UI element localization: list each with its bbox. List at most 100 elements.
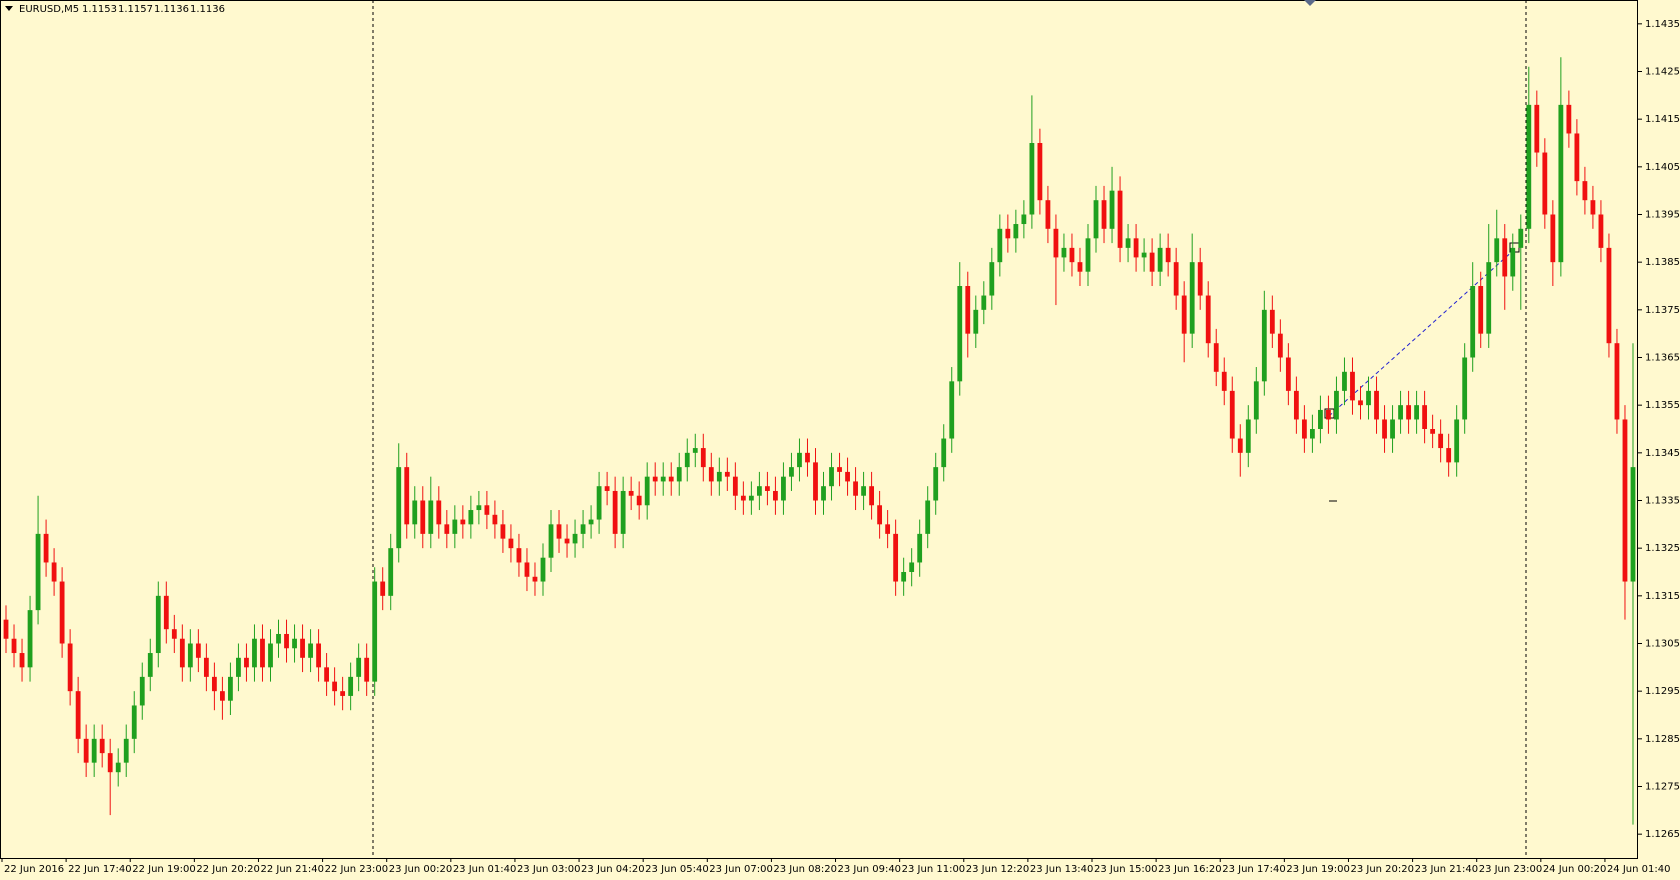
candle-body [925, 500, 931, 534]
candle-body [1221, 371, 1227, 391]
candle-body [1181, 295, 1187, 334]
candle-body [1069, 247, 1075, 263]
y-tick-label: 1.1315 [1645, 591, 1680, 602]
candle-body [3, 619, 9, 639]
candle-body [1293, 390, 1299, 420]
candle-body [284, 633, 289, 649]
candle-body [67, 643, 73, 692]
candle-body [973, 309, 979, 334]
candle-body [1117, 190, 1123, 248]
candle-body [1558, 104, 1564, 263]
candle-body [829, 467, 834, 487]
candle-body [1622, 419, 1628, 582]
candle-body [756, 486, 762, 496]
candle-body [1398, 405, 1403, 420]
candle-body [508, 538, 514, 549]
candle-body [211, 676, 217, 692]
candle-body [1366, 390, 1371, 406]
candle-body [877, 505, 883, 525]
candle-body [83, 738, 89, 763]
candle-body [1598, 214, 1604, 248]
candle-body [765, 486, 770, 491]
candle-body [292, 638, 297, 649]
candle-body [300, 638, 305, 658]
candle-body [1197, 262, 1203, 296]
x-tick-label: 22 Jun 19:00 [132, 864, 196, 875]
candle-body [420, 500, 426, 534]
candle-body [869, 486, 874, 506]
x-tick-label: 23 Jun 01:40 [453, 864, 517, 875]
candle-body [989, 262, 995, 296]
candle-body [1061, 247, 1067, 258]
y-tick-label: 1.1375 [1645, 305, 1680, 316]
candle-body [636, 495, 642, 506]
candle-body [1526, 104, 1532, 229]
candle-body [997, 228, 1003, 263]
candle-body [1438, 433, 1444, 449]
candle-body [941, 438, 947, 468]
y-tick-label: 1.1295 [1645, 686, 1680, 697]
y-tick-label: 1.1385 [1645, 257, 1680, 268]
candle-body [708, 467, 714, 482]
candle-body [220, 691, 225, 701]
symbol: EURUSD,M5 [19, 4, 79, 15]
candle-body [324, 667, 329, 682]
candle-body [732, 476, 738, 496]
candle-body [901, 572, 907, 582]
y-tick-label: 1.1285 [1645, 734, 1680, 745]
candle-body [805, 452, 810, 463]
candle-body [612, 490, 618, 534]
candle-body [572, 533, 578, 544]
candle-body [1614, 343, 1620, 420]
candle-body [1037, 143, 1043, 201]
candle-body [604, 486, 610, 491]
candle-body [1470, 286, 1476, 358]
candle-body [1326, 409, 1331, 420]
candle-body [1630, 467, 1636, 582]
candle-body [596, 486, 602, 520]
candle-body [1502, 238, 1508, 277]
candle-body [789, 467, 794, 477]
candle-body [171, 629, 177, 639]
candle-body [548, 524, 554, 558]
candle-body [1382, 419, 1387, 439]
candle-body [428, 500, 434, 534]
candle-body [1582, 181, 1588, 201]
candle-body [740, 495, 746, 501]
candle-body [1350, 371, 1355, 401]
candle-body [564, 538, 570, 544]
candle-body [1005, 228, 1011, 239]
candle-body [1029, 143, 1035, 215]
candle-body [404, 467, 410, 525]
candle-body [1013, 224, 1019, 239]
candle-body [1318, 409, 1323, 429]
candle-body [1253, 381, 1259, 420]
x-tick-label: 23 Jun 15:00 [1094, 864, 1158, 875]
candle-body [203, 657, 209, 677]
menu-arrow[interactable] [5, 6, 13, 11]
quote-value: 1.1157 [118, 4, 153, 15]
candle-body [131, 705, 137, 739]
candle-body [476, 505, 482, 511]
quote-value: 1.1136 [154, 4, 189, 15]
candle-body [91, 738, 97, 763]
candle-body [372, 581, 378, 682]
candle-body [179, 638, 185, 668]
candle-body [412, 500, 418, 525]
candle-body [933, 467, 939, 501]
quote-value: 1.1136 [190, 4, 225, 15]
y-tick-label: 1.1325 [1645, 543, 1680, 554]
candle-body [748, 495, 754, 501]
candle-body [1021, 214, 1027, 225]
candle-body [797, 452, 802, 468]
candle-body [1478, 286, 1484, 334]
candle-body [1358, 400, 1363, 406]
candle-body [1462, 357, 1468, 420]
x-tick-label: 24 Jun 01:40 [1607, 864, 1671, 875]
candle-body [364, 657, 370, 682]
x-tick-label: 23 Jun 00:20 [389, 864, 453, 875]
candle-body [1534, 104, 1540, 153]
candle-body [524, 562, 530, 577]
candle-body [388, 548, 394, 596]
